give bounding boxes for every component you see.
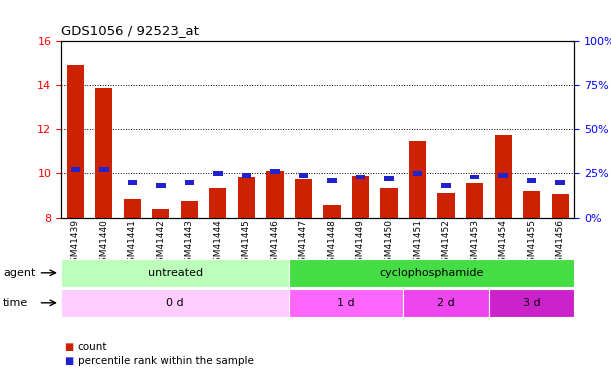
Text: time: time [3, 298, 28, 308]
Bar [266, 171, 284, 217]
Text: ■: ■ [64, 356, 73, 366]
Bar [552, 194, 569, 217]
Text: GDS1056 / 92523_at: GDS1056 / 92523_at [61, 24, 199, 38]
Bar [352, 176, 369, 217]
Bar [270, 169, 280, 174]
Bar [409, 141, 426, 218]
Bar [413, 171, 422, 176]
Bar [523, 191, 540, 217]
Bar [323, 206, 340, 218]
Bar [124, 199, 141, 217]
Text: 1 d: 1 d [337, 298, 355, 308]
Bar [327, 178, 337, 183]
Bar [128, 180, 137, 184]
Bar [356, 174, 365, 179]
Bar [295, 179, 312, 218]
Bar [555, 180, 565, 184]
Text: ■: ■ [64, 342, 73, 352]
Bar [470, 174, 479, 179]
Bar [384, 176, 393, 181]
Bar [152, 209, 169, 218]
Bar [499, 173, 508, 178]
Bar [99, 168, 109, 172]
Text: percentile rank within the sample: percentile rank within the sample [78, 356, 254, 366]
Text: untreated: untreated [148, 268, 203, 278]
Bar [242, 173, 251, 178]
Bar [238, 177, 255, 218]
Bar [213, 171, 222, 176]
Bar [181, 201, 198, 217]
Bar [437, 193, 455, 217]
Bar [441, 183, 451, 188]
Bar [494, 135, 511, 218]
Bar [156, 183, 166, 188]
Bar [71, 168, 80, 172]
Bar [527, 178, 536, 183]
Text: 3 d: 3 d [523, 298, 540, 308]
Bar [381, 188, 398, 218]
Text: 2 d: 2 d [437, 298, 455, 308]
Bar [210, 188, 227, 218]
Bar [299, 173, 308, 178]
Bar [466, 183, 483, 218]
Text: 0 d: 0 d [166, 298, 184, 308]
Bar [95, 87, 112, 218]
Bar [185, 180, 194, 184]
Text: agent: agent [3, 268, 35, 278]
Text: count: count [78, 342, 107, 352]
Text: cyclophosphamide: cyclophosphamide [379, 268, 484, 278]
Bar [67, 66, 84, 218]
